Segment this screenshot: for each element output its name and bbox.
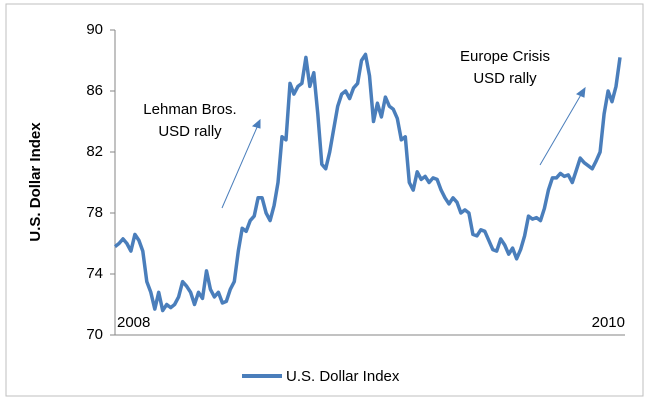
y-tick-label: 74 bbox=[86, 265, 103, 282]
annotation: 2008 bbox=[117, 314, 150, 331]
y-tick-label: 78 bbox=[86, 204, 103, 221]
annotation: USD rally bbox=[473, 70, 537, 87]
arrows bbox=[221, 86, 586, 209]
chart-border bbox=[5, 3, 644, 397]
y-tick-label: 70 bbox=[86, 326, 103, 343]
annotation: Lehman Bros. bbox=[143, 101, 236, 118]
y-tick-label: 86 bbox=[86, 82, 103, 99]
y-axis-label: U.S. Dollar Index bbox=[27, 122, 44, 242]
y-tick-label: 82 bbox=[86, 143, 103, 160]
legend-label: U.S. Dollar Index bbox=[286, 368, 400, 385]
annotation: Europe Crisis bbox=[460, 48, 550, 65]
annotation: USD rally bbox=[158, 123, 222, 140]
annotation: 2010 bbox=[592, 314, 625, 331]
data-line bbox=[113, 52, 622, 313]
y-tick-label: 90 bbox=[86, 21, 103, 38]
